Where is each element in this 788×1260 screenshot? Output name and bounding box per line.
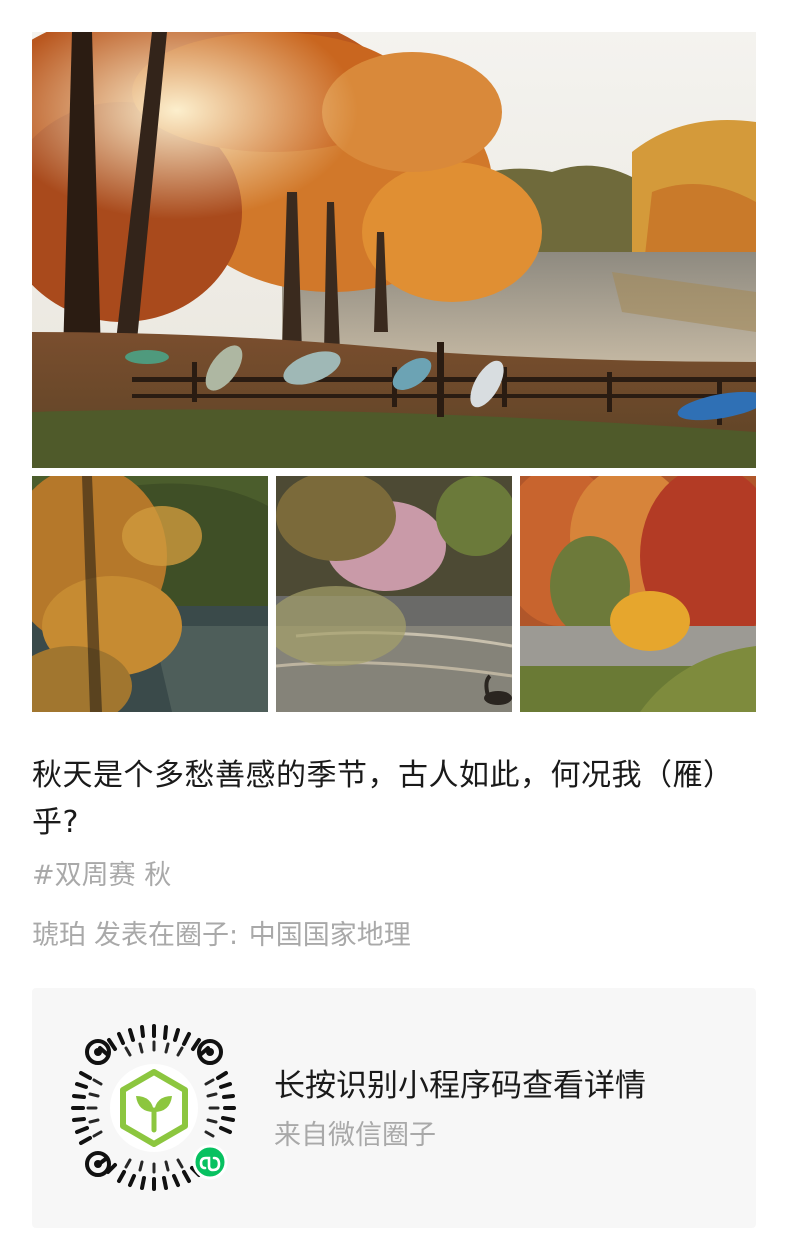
mini-program-card[interactable]: 长按识别小程序码查看详情 来自微信圈子 <box>32 988 756 1228</box>
thumbnail-photo-1[interactable] <box>32 476 268 712</box>
autumn-lake-canoes-image <box>32 32 756 468</box>
sprout-logo-icon <box>110 1064 198 1152</box>
mini-program-qr-code-icon[interactable] <box>68 1022 240 1194</box>
main-photo[interactable] <box>32 32 756 468</box>
lake-reflection-goose-image <box>276 476 512 712</box>
red-autumn-forest-lake-image <box>520 476 756 712</box>
mini-program-badge-icon <box>192 1144 228 1180</box>
thumbnail-photo-3[interactable] <box>520 476 756 712</box>
qr-pattern <box>71 1024 236 1191</box>
thumbnail-photo-2[interactable] <box>276 476 512 712</box>
autumn-tree-lake-image <box>32 476 268 712</box>
post-hashtag[interactable]: #双周赛 秋 <box>32 860 172 891</box>
mini-program-title: 长按识别小程序码查看详情 <box>274 1068 646 1104</box>
posted-info: 琥珀 发表在圈子: 中国国家地理 <box>32 916 419 956</box>
posted-in-label: 发表在圈子: <box>94 920 239 951</box>
author-name[interactable]: 琥珀 <box>32 920 86 951</box>
post-caption: 秋天是个多愁善感的季节，古人如此，何况我（雁）乎? <box>32 758 734 840</box>
circle-name[interactable]: 中国国家地理 <box>248 920 411 951</box>
mini-program-subtitle: 来自微信圈子 <box>274 1120 436 1151</box>
